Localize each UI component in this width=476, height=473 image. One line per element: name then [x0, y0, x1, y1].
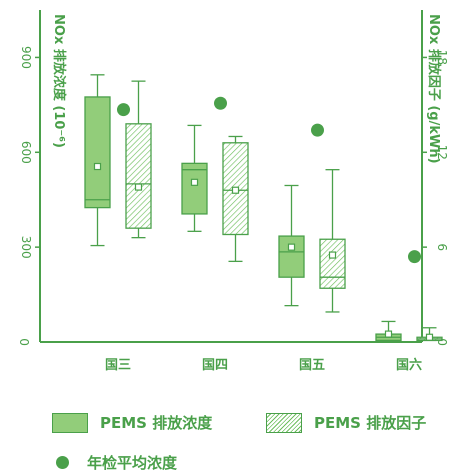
legend-label-concentration: PEMS 排放浓度 [100, 414, 213, 432]
legend-item-factor: PEMS 排放因子 [266, 412, 426, 433]
right-axis-title: NOx 排放因子 (g/kWh) [426, 14, 442, 164]
legend-swatch-dot [56, 456, 69, 469]
left-tick-label: 300 [19, 236, 33, 259]
left-tick-label: 900 [19, 46, 33, 69]
box-concentration [181, 124, 208, 232]
mean-marker [425, 333, 434, 341]
box-concentration [278, 184, 305, 307]
box-concentration [84, 74, 111, 247]
legend-label-factor: PEMS 排放因子 [314, 414, 427, 432]
x-tick-label: 国六 [396, 357, 422, 373]
box-iqr [319, 238, 346, 289]
box-concentration [375, 320, 402, 342]
mean-marker [190, 178, 199, 186]
legend-swatch-solid [52, 412, 88, 433]
legend-item-annual: 年检平均浓度 [52, 452, 177, 473]
chart: 0 300 600 900 0 6 12 18 NOx 排放浓度 (10⁻⁶) NOx 排放因子 … [17, 10, 449, 373]
right-tick-label: 18 [435, 50, 449, 65]
right-tick-label: 12 [435, 145, 449, 160]
annual-mean-dot [408, 250, 421, 264]
box-factor [222, 135, 249, 263]
x-tick-label: 国五 [299, 358, 325, 373]
left-tick-label: 0 [17, 338, 31, 346]
mean-marker [328, 251, 337, 259]
annual-mean-dot [214, 96, 227, 110]
box-factor [416, 327, 443, 342]
x-tick-label: 国三 [105, 358, 131, 373]
box-iqr [125, 123, 152, 229]
x-tick-label: 国四 [202, 358, 228, 373]
legend: PEMS 排放浓度 PEMS 排放因子 年检平均浓度 [0, 398, 476, 473]
box-iqr [181, 162, 208, 215]
box-iqr [278, 235, 305, 278]
annual-mean-dot [311, 123, 324, 137]
left-tick-label: 600 [19, 141, 33, 164]
mean-marker [287, 243, 296, 251]
legend-item-concentration: PEMS 排放浓度 [52, 412, 212, 433]
box-factor [125, 80, 152, 239]
mean-marker [384, 330, 393, 338]
mean-marker [231, 186, 240, 194]
right-tick-label: 0 [435, 338, 449, 346]
annual-mean-dot [117, 103, 130, 117]
left-axis-title: NOx 排放浓度 (10⁻⁶) [51, 14, 67, 148]
mean-marker [93, 162, 102, 171]
legend-label-annual: 年检平均浓度 [87, 454, 178, 472]
box-iqr [84, 96, 111, 209]
legend-swatch-hatched [266, 412, 302, 433]
mean-marker [134, 183, 143, 191]
right-tick-label: 6 [435, 243, 449, 251]
box-factor [319, 169, 346, 313]
